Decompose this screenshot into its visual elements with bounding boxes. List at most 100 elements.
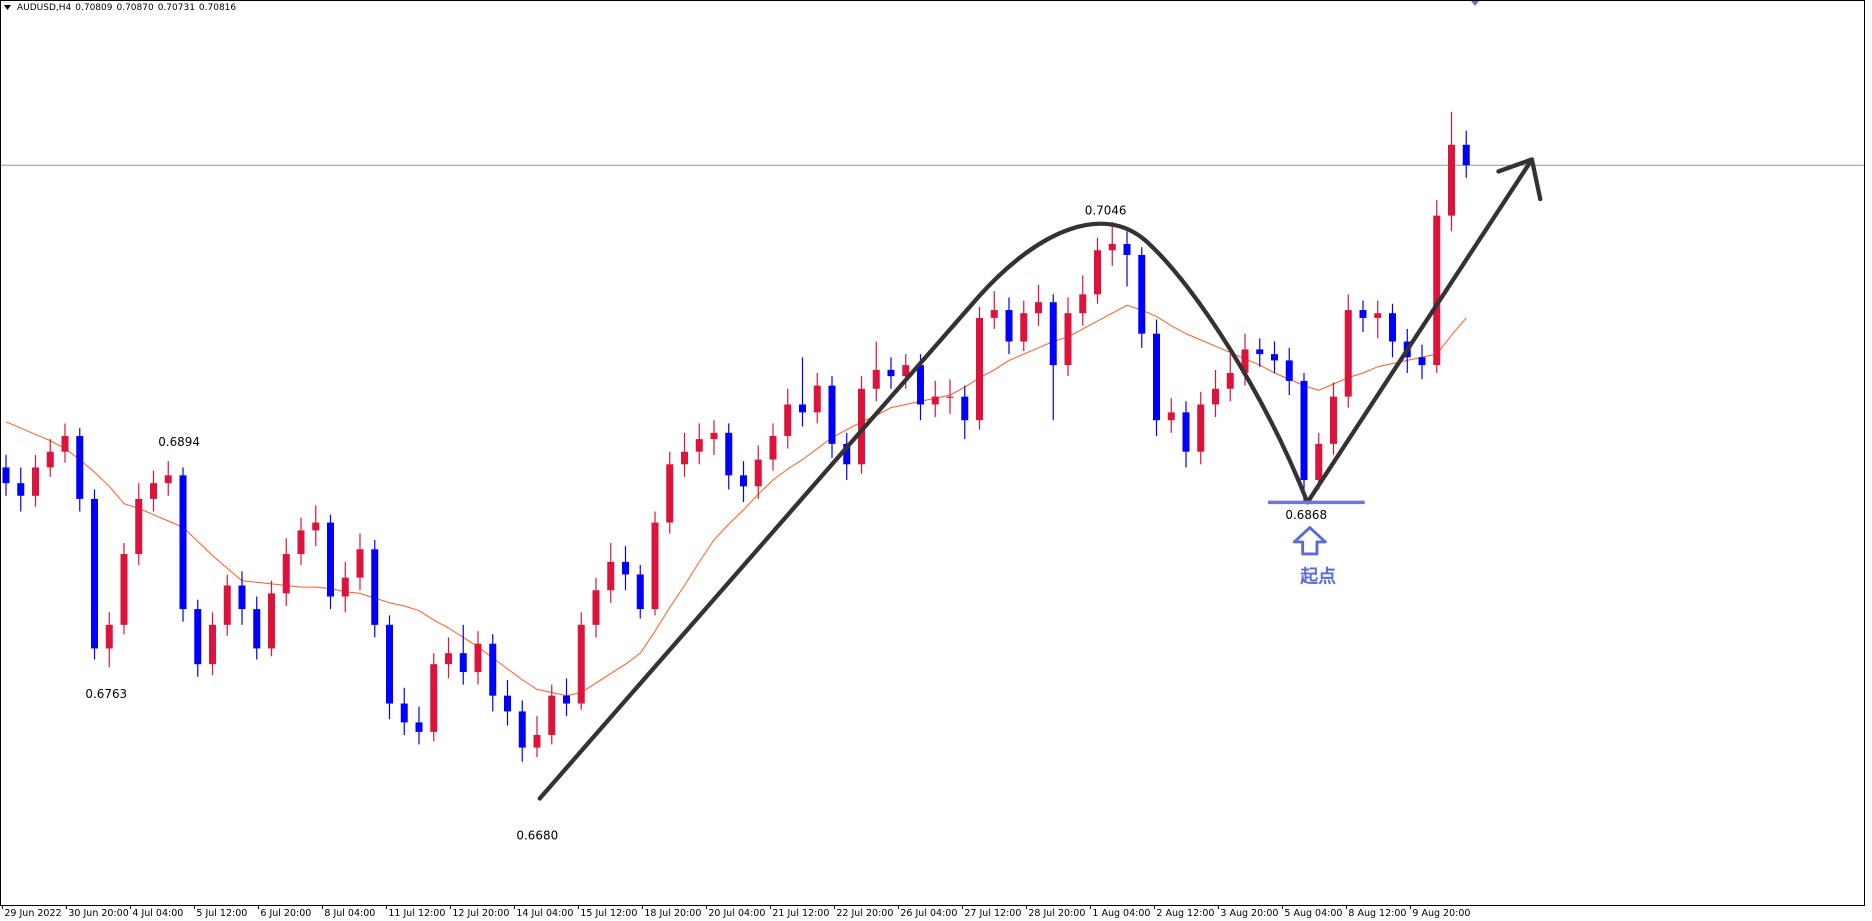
x-tick-label: 1 Aug 04:00 (1092, 908, 1150, 919)
x-tick-label: 22 Jul 20:00 (836, 908, 893, 919)
candle-body (371, 549, 379, 625)
x-tick-label: 8 Aug 12:00 (1348, 908, 1406, 919)
candle-body (1374, 313, 1382, 318)
candle-body (76, 435, 84, 499)
candle-body (563, 695, 570, 704)
candle-body (445, 653, 452, 665)
candle-body (1049, 302, 1057, 366)
x-tick-label: 29 Jun 2022 (4, 908, 61, 919)
x-tick-label: 28 Jul 20:00 (1028, 908, 1085, 919)
trend-arrow (537, 157, 1543, 801)
candle-body (577, 624, 585, 704)
plot-area (1, 111, 1864, 762)
candle-body (754, 459, 762, 487)
x-tick-label: 5 Jul 12:00 (196, 908, 247, 919)
x-tick-label: 21 Jul 12:00 (772, 908, 829, 919)
x-tick-label: 20 Jul 04:00 (708, 908, 765, 919)
candle-body (1182, 412, 1190, 452)
candle-body (46, 451, 54, 468)
candle-body (533, 735, 541, 748)
candle-body (666, 464, 674, 523)
candle-body (1271, 354, 1278, 361)
candle-body (150, 483, 157, 499)
candle-body (784, 404, 792, 436)
candle-body (1241, 349, 1249, 374)
candle-body (1418, 357, 1426, 366)
header: AUDUSD,H4 0.70809 0.70870 0.70731 0.70816 (17, 3, 236, 13)
x-tick-label: 27 Jul 12:00 (964, 908, 1021, 919)
moving-average (5, 304, 1467, 697)
candle-body (120, 554, 128, 625)
candle-body (386, 624, 393, 704)
candle-body (1197, 404, 1205, 452)
candle-body (1285, 360, 1293, 381)
candle-body (430, 664, 438, 732)
up-arrow-icon (1292, 526, 1327, 556)
candle-body (223, 585, 231, 625)
candle-body (17, 483, 25, 496)
candle-body (1344, 310, 1352, 397)
candle-body (1138, 254, 1146, 334)
candle-body (843, 443, 851, 465)
candle-body (341, 577, 349, 597)
annotation: 0.7046 (1085, 204, 1127, 218)
candle-body (1123, 243, 1131, 255)
candle-body (1020, 313, 1028, 342)
candle-body (1094, 250, 1101, 295)
candle-body (1433, 215, 1441, 366)
candle-body (253, 609, 261, 649)
candle-body (946, 396, 954, 398)
x-tick-label: 5 Aug 04:00 (1284, 908, 1342, 919)
candle-body (459, 653, 467, 673)
candle-body (1315, 443, 1323, 481)
candle-body (179, 475, 187, 610)
candle-body (1226, 373, 1234, 389)
candle-body (858, 388, 865, 465)
candle-body (872, 369, 880, 389)
marker (1471, 1, 1479, 6)
candle-body (415, 722, 423, 732)
x-tick-label: 12 Jul 20:00 (452, 908, 509, 919)
candle-body (1462, 144, 1470, 166)
candle-body (238, 585, 246, 610)
x-tick-label: 4 Jul 04:00 (132, 908, 183, 919)
symbol: AUDUSD,H4 (17, 3, 72, 13)
candle-body (976, 317, 983, 421)
candle-body (474, 643, 482, 673)
annotation: 0.6763 (85, 687, 127, 701)
candle-body (799, 404, 806, 413)
candle-body (1330, 396, 1337, 444)
candle-body (1448, 144, 1455, 216)
candle-body (297, 530, 305, 555)
candle-body (2, 467, 10, 484)
candle-body (931, 396, 939, 405)
x-tick-label: 6 Jul 20:00 (260, 908, 311, 919)
candle-body (1108, 243, 1116, 251)
candle-body (194, 609, 202, 665)
candle-body (518, 711, 526, 748)
candle-body (917, 365, 924, 405)
candle-body (961, 396, 969, 421)
candle-body (356, 549, 364, 578)
x-tick-label: 15 Jul 12:00 (580, 908, 637, 919)
candle-body (1079, 294, 1087, 314)
candle-body (268, 593, 275, 649)
candle-body (1035, 302, 1042, 314)
candle-body (1005, 310, 1013, 342)
annotation: 0.6894 (158, 435, 200, 449)
start-label: 起点 (1299, 566, 1336, 588)
header-value: 0.70870 (116, 3, 153, 13)
candle-body (32, 467, 39, 496)
candle-body (61, 435, 69, 452)
candle-body (1389, 313, 1396, 342)
x-tick-label: 11 Jul 12:00 (388, 908, 445, 919)
header-value: 0.70731 (158, 3, 195, 13)
candle-body (327, 522, 334, 597)
candle-body (91, 498, 98, 649)
candle-body (651, 522, 659, 610)
x-tick-label: 30 Jun 20:00 (68, 908, 128, 919)
candle-body (828, 385, 836, 444)
candle-body (990, 310, 998, 318)
annotations: 0.6894 0.6763 0.6680 0.7046 0.6868 起点 (85, 157, 1543, 842)
candle-body (695, 439, 703, 452)
